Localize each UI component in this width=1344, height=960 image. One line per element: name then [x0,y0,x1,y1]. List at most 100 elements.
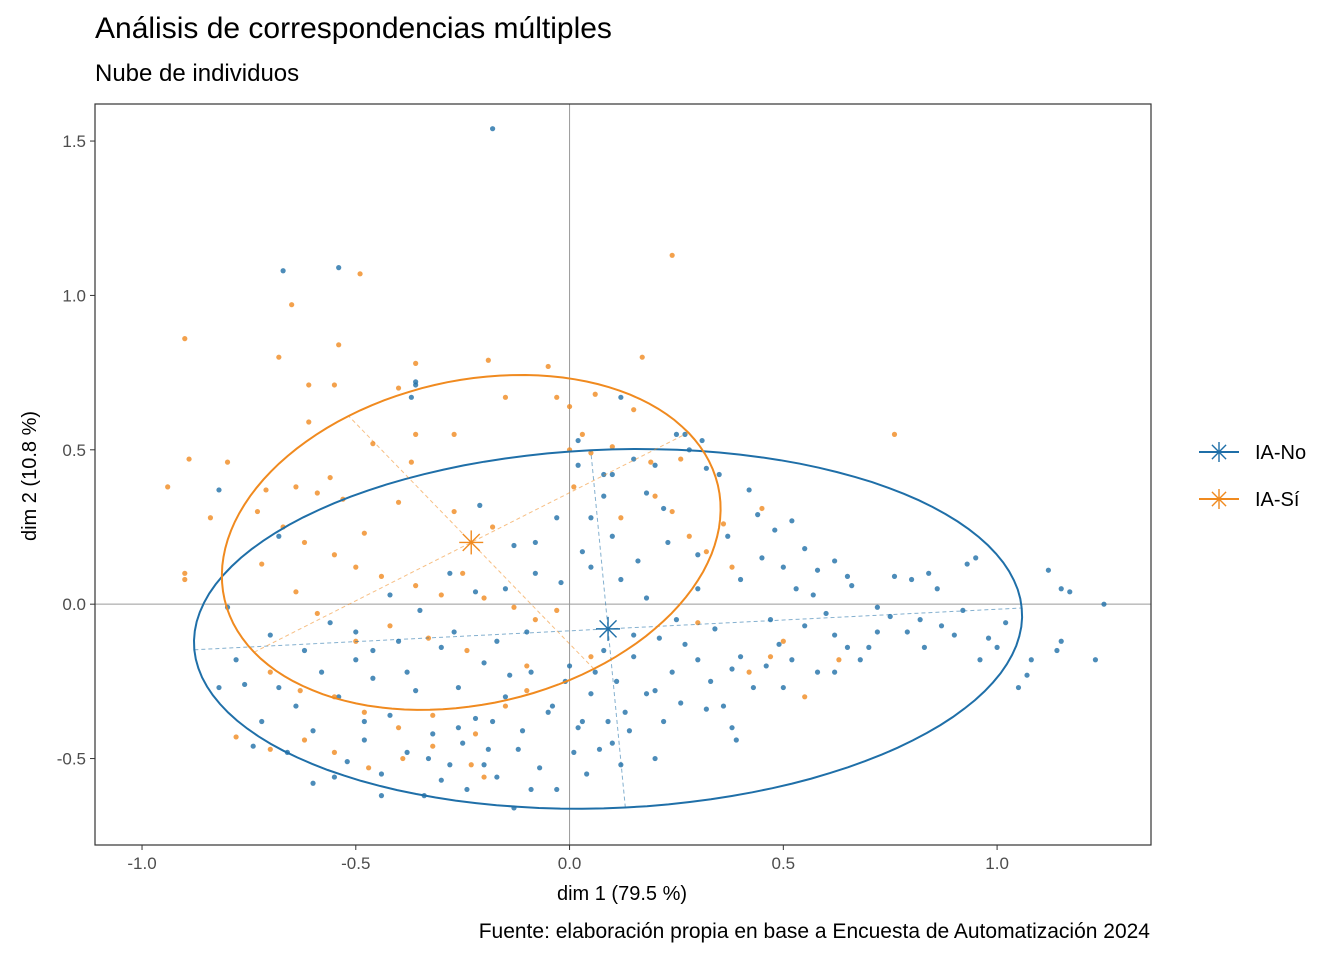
point-ia-si [413,431,419,437]
point-ia-no [643,490,650,496]
point-ia-no [772,527,778,533]
point-ia-si [554,607,560,613]
point-ia-no [652,688,658,694]
point-ia-no [622,709,628,715]
point-ia-no [408,394,414,400]
point-ia-no [545,709,551,715]
point-ia-no [588,515,594,521]
point-ia-no [985,635,992,641]
point-ia-si [669,508,675,515]
point-ia-no [609,740,615,746]
point-ia-no [874,629,880,635]
point-ia-no [331,774,338,780]
point-ia-si [554,394,560,400]
point-ia-no [609,471,615,478]
point-ia-no [849,583,855,589]
point-ia-no [921,644,928,651]
point-ia-si [314,490,320,496]
point-ia-no [216,684,222,691]
point-ia-no [725,533,731,539]
point-ia-no [613,678,620,684]
point-ia-si [207,515,214,521]
point-ia-si [165,484,171,490]
chart-caption: Fuente: elaboración propia en base a Enc… [478,920,1150,943]
point-ia-si [331,552,338,558]
point-ia-si [490,524,496,530]
point-ia-no [575,725,581,731]
point-ia-si [836,657,842,663]
point-ia-no [361,737,367,743]
point-ia-no [532,570,538,576]
point-ia-si [545,363,551,370]
point-ia-no [276,684,282,691]
point-ia-no [832,669,838,675]
point-ia-no [631,456,637,462]
point-ia-si [588,654,594,660]
point-ia-no [353,629,359,635]
point-ia-no [887,613,893,620]
point-ia-no [280,268,286,274]
point-ia-si [502,703,509,709]
point-ia-si [395,499,402,505]
point-ia-si [678,456,684,462]
point-ia-no [537,765,543,771]
point-ia-no [413,688,419,694]
point-ia-no [789,657,795,663]
point-ia-no [695,586,701,592]
point-ia-no [823,610,829,617]
point-ia-si [331,749,338,755]
point-ia-no [472,715,479,722]
point-ia-no [977,657,983,663]
point-ia-si [366,765,372,771]
point-ia-si [254,508,261,515]
point-ia-no [814,669,821,675]
point-ia-si [413,360,419,366]
point-ia-si [524,663,530,669]
point-ia-si [306,419,312,425]
point-ia-no [301,647,308,654]
point-ia-no [755,512,761,518]
point-ia-no [934,586,940,592]
point-ia-no [425,755,432,762]
point-ia-si [430,743,436,749]
x-tick-label: 0.5 [772,854,796,873]
point-ia-no [750,684,756,691]
point-ia-no [404,669,410,675]
point-ia-no [519,728,526,734]
point-ia-no [1058,586,1064,592]
point-ia-si [464,647,470,654]
point-ia-si [802,694,808,700]
point-ia-no [802,546,808,552]
point-ia-no [494,774,500,780]
point-ia-no [259,718,265,725]
point-ia-no [780,684,786,691]
axes: -1.0 -0.5 0.0 0.5 1.0 -0.5 0.0 0.5 1.0 1.5 [57,103,1152,873]
point-ia-no [699,437,705,444]
point-ia-si [361,709,367,715]
point-ia-no [814,567,821,573]
point-ia-no [746,487,752,493]
point-ia-no [631,654,637,660]
point-ia-no [759,555,765,561]
point-ia-no [464,786,470,793]
point-ia-no [917,617,923,623]
point-ia-si [579,431,585,437]
point-ia-no [481,762,487,768]
point-ia-si [293,484,299,490]
point-ia-si [566,403,573,410]
point-ia-no [1015,684,1022,691]
point-ia-no [507,672,513,678]
plot-area [95,104,1151,845]
point-ia-no [588,564,594,570]
y-tick-label: 1.0 [62,286,86,305]
point-ia-si [413,583,419,589]
point-ia-no [635,558,641,564]
point-ia-no [413,379,419,385]
point-ia-no [524,629,530,635]
point-ia-si [267,746,273,752]
point-ia-si [460,570,466,576]
point-ia-no [1054,647,1060,654]
point-ia-no [776,641,782,647]
point-ia-no [596,746,603,752]
